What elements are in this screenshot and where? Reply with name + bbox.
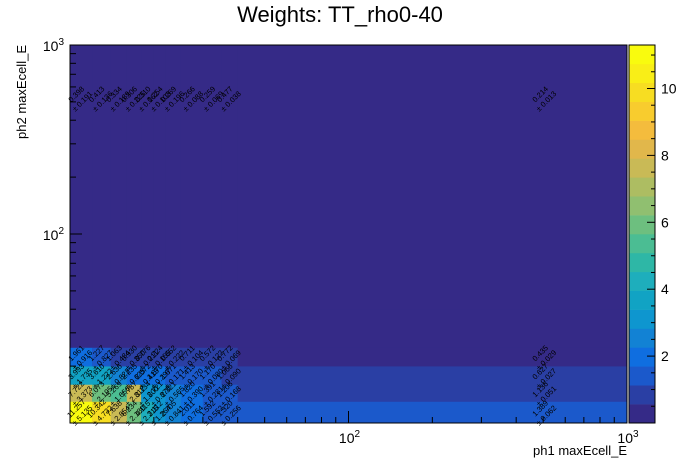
color-scale-tick-label: 2 <box>661 348 669 364</box>
heatmap-cell <box>110 384 128 402</box>
heatmap-cell <box>92 366 111 385</box>
heatmap-cell <box>237 347 628 367</box>
color-scale-step <box>629 290 655 310</box>
heatmap-cell <box>70 384 93 402</box>
color-scale-step <box>629 177 655 197</box>
heatmap-cell <box>165 366 182 385</box>
heatmap-cell <box>180 347 204 367</box>
heatmap-cell <box>70 45 93 310</box>
color-scale-step <box>629 252 655 273</box>
heatmap-cell <box>141 366 155 385</box>
heatmap-cell <box>237 366 628 385</box>
heatmap-cell <box>126 347 142 367</box>
color-scale-tick-label: 4 <box>661 281 669 297</box>
axes: 102 103 102 103 <box>43 37 639 446</box>
color-scale-step <box>629 45 655 65</box>
heatmap-cell <box>70 366 93 385</box>
heatmap-cell <box>126 366 142 385</box>
chart-title: Weights: TT_rho0-40 <box>237 2 443 27</box>
heatmap-cell <box>165 347 182 367</box>
heatmap-cell <box>110 45 128 310</box>
heatmap-cell <box>153 366 166 385</box>
heatmap-cell <box>70 347 93 367</box>
color-scale-step <box>629 366 655 386</box>
heatmap-cell <box>153 347 166 367</box>
color-scale-step <box>629 196 655 216</box>
color-scale-tick-label: 6 <box>661 214 669 230</box>
heatmap-cell <box>202 366 222 385</box>
color-scale-step <box>629 63 655 84</box>
heatmap-cells <box>70 45 628 424</box>
heatmap-cell <box>141 384 155 402</box>
heatmap-cell <box>141 401 155 424</box>
y-axis-label: ph2 maxEcell_E <box>14 45 29 139</box>
heatmap-cell <box>70 401 93 424</box>
heatmap-cell <box>126 384 142 402</box>
heatmap-cell <box>153 45 166 310</box>
x-tick-label: 103 <box>617 429 639 446</box>
color-scale-tick-label: 10 <box>661 80 677 96</box>
heatmap-cell <box>165 384 182 402</box>
color-scale-step <box>629 101 655 121</box>
y-tick-label: 102 <box>43 226 65 243</box>
heatmap-cell <box>180 401 204 424</box>
color-scale-frame <box>628 44 656 424</box>
heatmap-cell <box>110 347 128 367</box>
heatmap-cell <box>221 401 238 424</box>
heatmap-cell <box>165 401 182 424</box>
heatmap-cell <box>237 401 628 424</box>
color-scale-step <box>629 404 655 424</box>
heatmap-cell <box>92 384 111 402</box>
color-scale-step <box>629 347 655 367</box>
color-scale-step <box>629 139 655 159</box>
heatmap-cell <box>153 384 166 402</box>
heatmap-cell <box>92 45 111 310</box>
heatmap-cell <box>221 45 238 310</box>
heatmap-cell <box>237 45 628 310</box>
color-scale-step <box>629 385 655 405</box>
color-scale-step <box>629 215 655 235</box>
heatmap-cell <box>180 366 204 385</box>
color-scale-step <box>629 328 655 348</box>
x-axis-label: ph1 maxEcell_E <box>533 443 627 458</box>
color-scale-step <box>629 158 655 178</box>
y-tick-label: 103 <box>43 37 65 54</box>
heatmap-cell <box>141 45 155 310</box>
color-scale-step <box>629 234 655 254</box>
color-scale-step <box>629 82 655 102</box>
heatmap-cell <box>221 366 238 385</box>
color-scale-step <box>629 309 655 329</box>
heatmap-cell <box>92 347 111 367</box>
heatmap-cell <box>110 366 128 385</box>
color-scale: 2 4 6 8 10 <box>628 44 677 424</box>
heatmap-cell <box>202 45 222 310</box>
heatmap-cell <box>165 45 182 310</box>
heatmap-cell <box>141 347 155 367</box>
heatmap-cell <box>221 384 238 402</box>
heatmap-cell <box>153 401 166 424</box>
color-scale-tick-label: 8 <box>661 147 669 163</box>
color-scale-step <box>629 120 655 140</box>
heatmap-cell <box>237 384 628 402</box>
color-scale-step <box>629 271 655 291</box>
heatmap-cell <box>180 384 204 402</box>
heatmap-cell <box>202 401 222 424</box>
heatmap-cell <box>126 45 142 310</box>
heatmap-cell <box>180 45 204 310</box>
heatmap-cell <box>92 401 111 424</box>
heatmap-cell <box>110 401 128 424</box>
x-tick-label: 102 <box>339 429 361 446</box>
heatmap-cell <box>202 347 222 367</box>
heatmap-cell <box>221 347 238 367</box>
heatmap-cell <box>202 384 222 402</box>
heatmap-cell <box>126 401 142 424</box>
